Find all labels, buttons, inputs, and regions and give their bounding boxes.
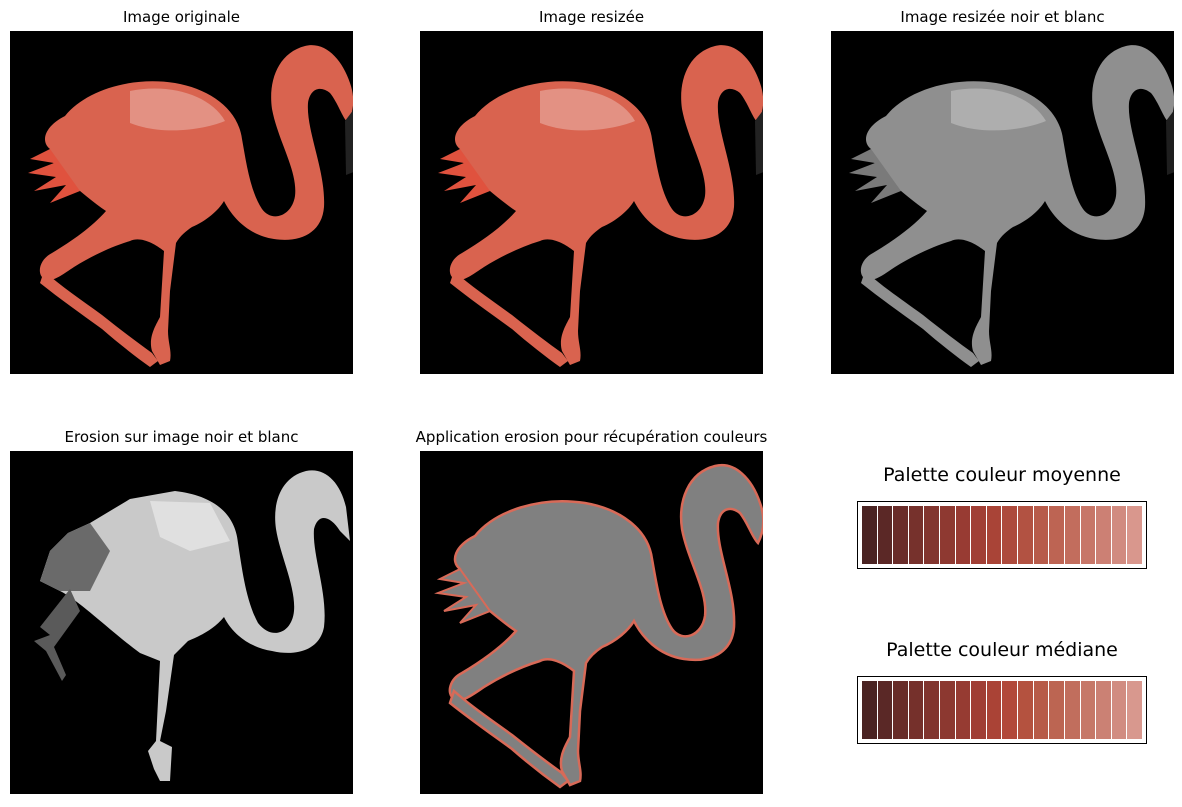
palette-median-swatch bbox=[1064, 681, 1080, 739]
flamingo-bw-image bbox=[831, 31, 1174, 374]
palette-median-swatch bbox=[1080, 681, 1096, 739]
flamingo-erosion-image bbox=[10, 451, 353, 794]
image-original bbox=[10, 31, 353, 374]
image-resized bbox=[420, 31, 763, 374]
palette-median-swatch bbox=[1018, 681, 1033, 739]
palette-mean-swatch bbox=[1049, 506, 1064, 564]
palette-mean-swatch bbox=[955, 506, 971, 564]
palette-mean-swatch bbox=[1080, 506, 1096, 564]
palette-median-swatch bbox=[1049, 681, 1064, 739]
image-erosion bbox=[10, 451, 353, 794]
palette-median-swatch bbox=[1111, 681, 1127, 739]
palette-median-swatch bbox=[1127, 681, 1142, 739]
palette-mean-swatch bbox=[971, 506, 986, 564]
palette-median-swatch bbox=[862, 681, 877, 739]
palette-median bbox=[857, 676, 1147, 744]
palette-mean-swatch bbox=[1018, 506, 1033, 564]
palette-mean-swatch bbox=[862, 506, 877, 564]
flamingo-recovery-image bbox=[420, 451, 763, 794]
palette-mean-swatch bbox=[908, 506, 924, 564]
palette-median-swatch bbox=[908, 681, 924, 739]
palette-mean-swatch bbox=[893, 506, 908, 564]
palette-median-swatch bbox=[877, 681, 893, 739]
palette-median-swatch bbox=[971, 681, 986, 739]
palette-median-swatches bbox=[862, 681, 1142, 739]
palette-mean-swatch bbox=[1002, 506, 1018, 564]
palette-median-title: Palette couleur médiane bbox=[886, 639, 1118, 661]
palette-mean-swatches bbox=[862, 506, 1142, 564]
image-recovery bbox=[420, 451, 763, 794]
palette-mean-swatch bbox=[1127, 506, 1142, 564]
palette-mean-swatch bbox=[986, 506, 1002, 564]
palette-mean-swatch bbox=[1033, 506, 1049, 564]
palette-mean-swatch bbox=[877, 506, 893, 564]
palette-median-swatch bbox=[924, 681, 940, 739]
palette-median-swatch bbox=[940, 681, 955, 739]
panel-title-bw: Image resizée noir et blanc bbox=[900, 8, 1105, 26]
palette-median-swatch bbox=[1033, 681, 1049, 739]
palette-median-swatch bbox=[955, 681, 971, 739]
image-bw bbox=[831, 31, 1174, 374]
panel-title-recovery: Application erosion pour récupération co… bbox=[415, 428, 768, 446]
palette-mean bbox=[857, 501, 1147, 569]
palette-median-swatch bbox=[986, 681, 1002, 739]
palette-mean-swatch bbox=[924, 506, 940, 564]
palette-median-swatch bbox=[893, 681, 908, 739]
flamingo-original-image bbox=[10, 31, 353, 374]
panel-title-original: Image originale bbox=[122, 8, 241, 26]
palette-mean-swatch bbox=[940, 506, 955, 564]
panel-title-resized: Image resizée bbox=[538, 8, 645, 26]
palette-mean-swatch bbox=[1096, 506, 1111, 564]
palette-mean-swatch bbox=[1111, 506, 1127, 564]
palette-mean-swatch bbox=[1064, 506, 1080, 564]
palette-mean-title: Palette couleur moyenne bbox=[883, 464, 1121, 486]
palette-median-swatch bbox=[1096, 681, 1111, 739]
flamingo-resized-image bbox=[420, 31, 763, 374]
panel-title-erosion: Erosion sur image noir et blanc bbox=[64, 428, 299, 446]
palette-median-swatch bbox=[1002, 681, 1018, 739]
